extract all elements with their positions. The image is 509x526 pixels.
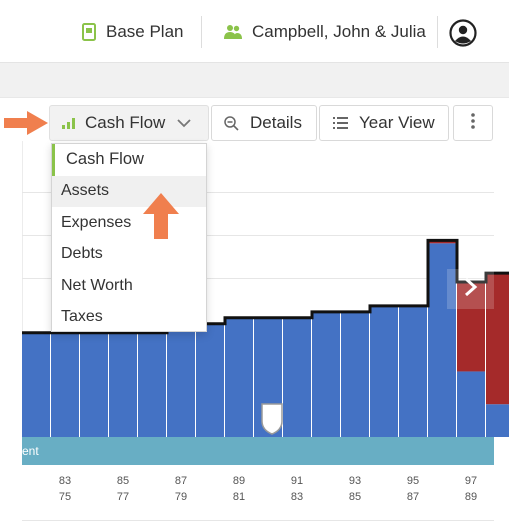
income-bar[interactable] — [341, 311, 369, 437]
year-tick-label: 87 — [174, 475, 188, 487]
dropdown-item-assets[interactable]: Assets — [52, 175, 206, 207]
income-bar[interactable] — [370, 305, 398, 437]
header-divider — [201, 16, 202, 48]
client-label: Campbell, John & Julia — [252, 22, 426, 41]
client-selector[interactable]: Campbell, John & Julia — [224, 14, 426, 50]
income-bar[interactable] — [457, 371, 485, 437]
current-year-marker-icon[interactable] — [259, 401, 285, 436]
income-bar[interactable] — [138, 332, 166, 437]
plan-selector[interactable]: Base Plan — [82, 14, 184, 50]
gridline — [22, 235, 494, 236]
cash-flow-chart — [22, 238, 509, 437]
year-tick-label: 83 — [58, 475, 72, 487]
age-tick-label: 81 — [232, 491, 246, 503]
cash-flow-view-button[interactable]: Cash Flow — [49, 105, 209, 141]
dropdown-item-taxes[interactable]: Taxes — [61, 308, 103, 326]
arrow-up-icon — [143, 193, 179, 239]
header-divider — [437, 16, 438, 48]
shortfall-bar[interactable] — [486, 273, 509, 405]
year-tick-label: 91 — [290, 475, 304, 487]
year-tick-label: 97 — [464, 475, 478, 487]
age-tick-label: 83 — [290, 491, 304, 503]
income-bar[interactable] — [283, 317, 311, 437]
income-bar[interactable] — [167, 323, 195, 437]
expense-line — [22, 238, 509, 335]
user-circle-icon — [449, 18, 477, 52]
bar-chart-icon — [62, 117, 76, 129]
chart-next-button[interactable] — [447, 269, 494, 309]
year-tick-label: 85 — [116, 475, 130, 487]
age-tick-label: 77 — [116, 491, 130, 503]
chevron-down-icon — [177, 118, 191, 128]
year-view-label: Year View — [359, 113, 435, 132]
secondary-bar — [0, 62, 509, 98]
income-bar[interactable] — [428, 243, 456, 437]
income-bar[interactable] — [109, 332, 137, 437]
income-bar[interactable] — [22, 332, 50, 437]
gridline — [22, 278, 494, 279]
view-dropdown-menu: Cash Flow Assets Expenses Debts Net Wort… — [51, 143, 207, 332]
income-bar[interactable] — [486, 404, 509, 437]
year-tick-label: 89 — [232, 475, 246, 487]
year-tick-label: 93 — [348, 475, 362, 487]
details-button[interactable]: Details — [211, 105, 317, 141]
bottom-divider — [22, 520, 494, 521]
plan-label: Base Plan — [106, 22, 184, 41]
gridline — [22, 192, 494, 193]
income-bar[interactable] — [312, 311, 340, 437]
cash-flow-label: Cash Flow — [85, 113, 166, 132]
income-bar[interactable] — [399, 305, 427, 437]
zoom-out-icon — [224, 115, 239, 131]
band-label: ent — [22, 444, 39, 458]
age-tick-label: 75 — [58, 491, 72, 503]
dropdown-item-debts[interactable]: Debts — [61, 245, 103, 263]
list-icon — [333, 117, 348, 129]
shortfall-bar[interactable] — [457, 282, 485, 372]
dropdown-item-cash-flow[interactable]: Cash Flow — [52, 144, 206, 176]
dropdown-item-expenses[interactable]: Expenses — [61, 213, 132, 231]
year-tick-label: 95 — [406, 475, 420, 487]
document-icon — [82, 23, 96, 41]
details-label: Details — [250, 113, 302, 132]
income-bar[interactable] — [51, 332, 79, 437]
kebab-icon — [471, 112, 475, 134]
people-icon — [224, 24, 242, 40]
plot-left-edge — [22, 141, 23, 437]
age-tick-label: 87 — [406, 491, 420, 503]
profile-button[interactable] — [449, 17, 477, 53]
retirement-band — [22, 437, 494, 465]
year-view-button[interactable]: Year View — [319, 105, 449, 141]
age-tick-label: 89 — [464, 491, 478, 503]
top-header: Base Plan Campbell, John & Julia — [0, 0, 509, 62]
dropdown-item-net-worth[interactable]: Net Worth — [61, 276, 133, 294]
more-options-button[interactable] — [453, 105, 493, 141]
chevron-right-icon — [465, 277, 478, 297]
age-tick-label: 79 — [174, 491, 188, 503]
age-tick-label: 85 — [348, 491, 362, 503]
arrow-right-icon — [4, 111, 48, 135]
income-bar[interactable] — [225, 317, 253, 437]
income-bar[interactable] — [80, 332, 108, 437]
income-bar[interactable] — [196, 323, 224, 437]
